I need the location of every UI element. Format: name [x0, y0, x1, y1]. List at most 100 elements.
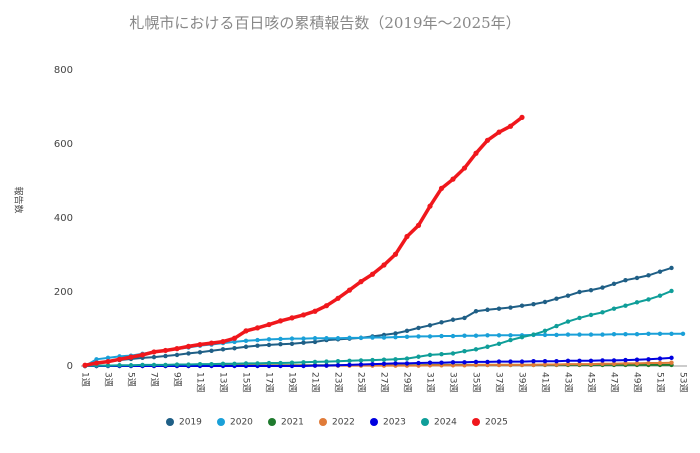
- data-point: [531, 332, 536, 337]
- data-point: [186, 351, 191, 356]
- data-point: [439, 351, 444, 357]
- data-point: [289, 315, 295, 321]
- data-point: [381, 361, 387, 366]
- x-tick-label: 25週: [356, 372, 367, 392]
- data-point: [416, 334, 421, 339]
- x-tick-label: 35週: [471, 372, 482, 392]
- data-point: [519, 362, 525, 368]
- x-tick-label: 23週: [333, 372, 344, 392]
- data-point: [186, 362, 191, 367]
- data-point: [646, 357, 651, 362]
- x-tick-label: 5週: [126, 372, 137, 387]
- data-point: [393, 334, 398, 340]
- x-tick-label: 31週: [425, 372, 436, 392]
- data-point: [197, 361, 203, 367]
- data-point: [404, 334, 410, 339]
- data-point: [485, 307, 490, 312]
- data-point: [450, 176, 456, 182]
- data-point: [439, 333, 444, 339]
- y-axis-label: 報告数: [13, 186, 25, 213]
- data-point: [324, 336, 329, 341]
- data-point: [393, 361, 398, 366]
- series-line: [84, 289, 672, 367]
- data-point: [588, 361, 594, 367]
- data-point: [347, 335, 352, 341]
- legend-marker: [472, 418, 480, 426]
- data-point: [634, 357, 640, 362]
- data-point: [611, 331, 617, 337]
- data-point: [485, 344, 490, 349]
- data-point: [208, 340, 215, 346]
- data-point: [554, 358, 559, 364]
- data-point: [231, 335, 238, 341]
- legend-label: 2019: [179, 418, 202, 428]
- data-point: [611, 281, 617, 287]
- legend-label: 2024: [434, 418, 457, 428]
- data-point: [266, 360, 272, 366]
- data-point: [657, 356, 663, 361]
- data-point: [312, 336, 318, 341]
- data-point: [324, 359, 329, 364]
- data-point: [473, 309, 479, 314]
- data-point: [554, 332, 559, 338]
- data-point: [312, 308, 318, 314]
- data-point: [565, 332, 571, 337]
- data-point: [600, 285, 605, 290]
- data-point: [116, 356, 123, 362]
- data-point: [519, 334, 525, 340]
- data-point: [531, 362, 536, 368]
- data-point: [519, 303, 525, 308]
- data-point: [427, 334, 433, 339]
- data-point: [554, 323, 559, 329]
- data-point: [185, 343, 192, 349]
- data-point: [508, 362, 513, 368]
- data-point: [588, 287, 594, 293]
- data-point: [301, 360, 306, 365]
- data-point: [255, 337, 260, 343]
- data-point: [657, 331, 663, 337]
- data-point: [473, 347, 479, 352]
- data-point: [163, 353, 168, 359]
- x-tick-label: 37週: [494, 372, 505, 392]
- data-point: [450, 317, 456, 322]
- data-point: [358, 358, 364, 363]
- data-point: [542, 332, 548, 338]
- data-point: [565, 361, 571, 367]
- x-tick-label: 33週: [448, 372, 459, 392]
- data-point: [209, 361, 214, 367]
- data-point: [554, 296, 559, 301]
- y-tick-label: 0: [67, 361, 73, 372]
- data-point: [370, 335, 375, 340]
- data-point: [427, 352, 433, 358]
- data-point: [381, 335, 387, 340]
- data-point: [611, 306, 617, 311]
- legend-marker: [370, 418, 378, 426]
- data-point: [542, 362, 548, 367]
- data-point: [600, 332, 605, 337]
- data-point: [174, 346, 180, 352]
- data-point: [508, 305, 513, 310]
- data-point: [531, 302, 536, 307]
- data-point: [209, 348, 214, 354]
- x-tick-label: 41週: [540, 372, 551, 392]
- data-point: [381, 357, 387, 362]
- legend-label: 2020: [230, 418, 253, 428]
- data-point: [646, 331, 651, 337]
- data-point: [508, 337, 513, 343]
- data-point: [462, 333, 467, 338]
- data-point: [577, 315, 582, 321]
- x-tick-label: 27週: [379, 372, 390, 392]
- data-point: [335, 336, 341, 341]
- data-point: [278, 360, 283, 366]
- legend-marker: [217, 418, 225, 426]
- data-point: [301, 363, 306, 369]
- data-point: [243, 344, 249, 349]
- data-point: [312, 359, 318, 365]
- data-point: [393, 357, 398, 362]
- data-point: [254, 325, 261, 331]
- data-point: [462, 315, 467, 321]
- y-tick-label: 800: [54, 65, 73, 76]
- x-tick-label: 39週: [517, 372, 528, 392]
- x-tick-label: 7週: [149, 372, 160, 387]
